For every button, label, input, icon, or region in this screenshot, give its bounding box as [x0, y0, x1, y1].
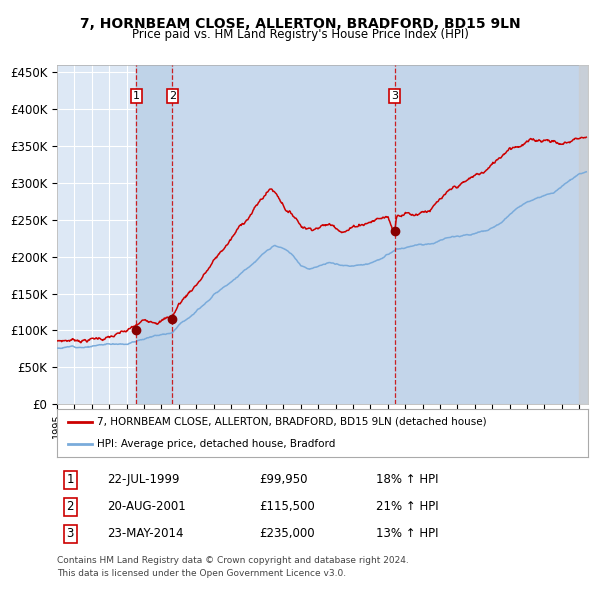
Bar — [395, 65, 588, 404]
Text: 22-JUL-1999: 22-JUL-1999 — [107, 473, 180, 486]
Text: 1: 1 — [133, 91, 140, 101]
Text: This data is licensed under the Open Government Licence v3.0.: This data is licensed under the Open Gov… — [57, 569, 346, 578]
Text: 1: 1 — [67, 473, 74, 486]
Text: 7, HORNBEAM CLOSE, ALLERTON, BRADFORD, BD15 9LN: 7, HORNBEAM CLOSE, ALLERTON, BRADFORD, B… — [80, 17, 520, 31]
Text: £99,950: £99,950 — [259, 473, 307, 486]
Text: £235,000: £235,000 — [259, 527, 314, 540]
Text: Contains HM Land Registry data © Crown copyright and database right 2024.: Contains HM Land Registry data © Crown c… — [57, 556, 409, 565]
Text: 3: 3 — [391, 91, 398, 101]
Text: 7, HORNBEAM CLOSE, ALLERTON, BRADFORD, BD15 9LN (detached house): 7, HORNBEAM CLOSE, ALLERTON, BRADFORD, B… — [97, 417, 487, 427]
Text: Price paid vs. HM Land Registry's House Price Index (HPI): Price paid vs. HM Land Registry's House … — [131, 28, 469, 41]
Text: 20-AUG-2001: 20-AUG-2001 — [107, 500, 186, 513]
Bar — [136, 65, 172, 404]
Bar — [136, 65, 588, 404]
Text: 23-MAY-2014: 23-MAY-2014 — [107, 527, 184, 540]
Text: 21% ↑ HPI: 21% ↑ HPI — [376, 500, 438, 513]
Text: HPI: Average price, detached house, Bradford: HPI: Average price, detached house, Brad… — [97, 439, 335, 449]
Text: £115,500: £115,500 — [259, 500, 314, 513]
Text: 13% ↑ HPI: 13% ↑ HPI — [376, 527, 438, 540]
Text: 2: 2 — [169, 91, 176, 101]
Text: 3: 3 — [67, 527, 74, 540]
Text: 18% ↑ HPI: 18% ↑ HPI — [376, 473, 438, 486]
Text: 2: 2 — [67, 500, 74, 513]
